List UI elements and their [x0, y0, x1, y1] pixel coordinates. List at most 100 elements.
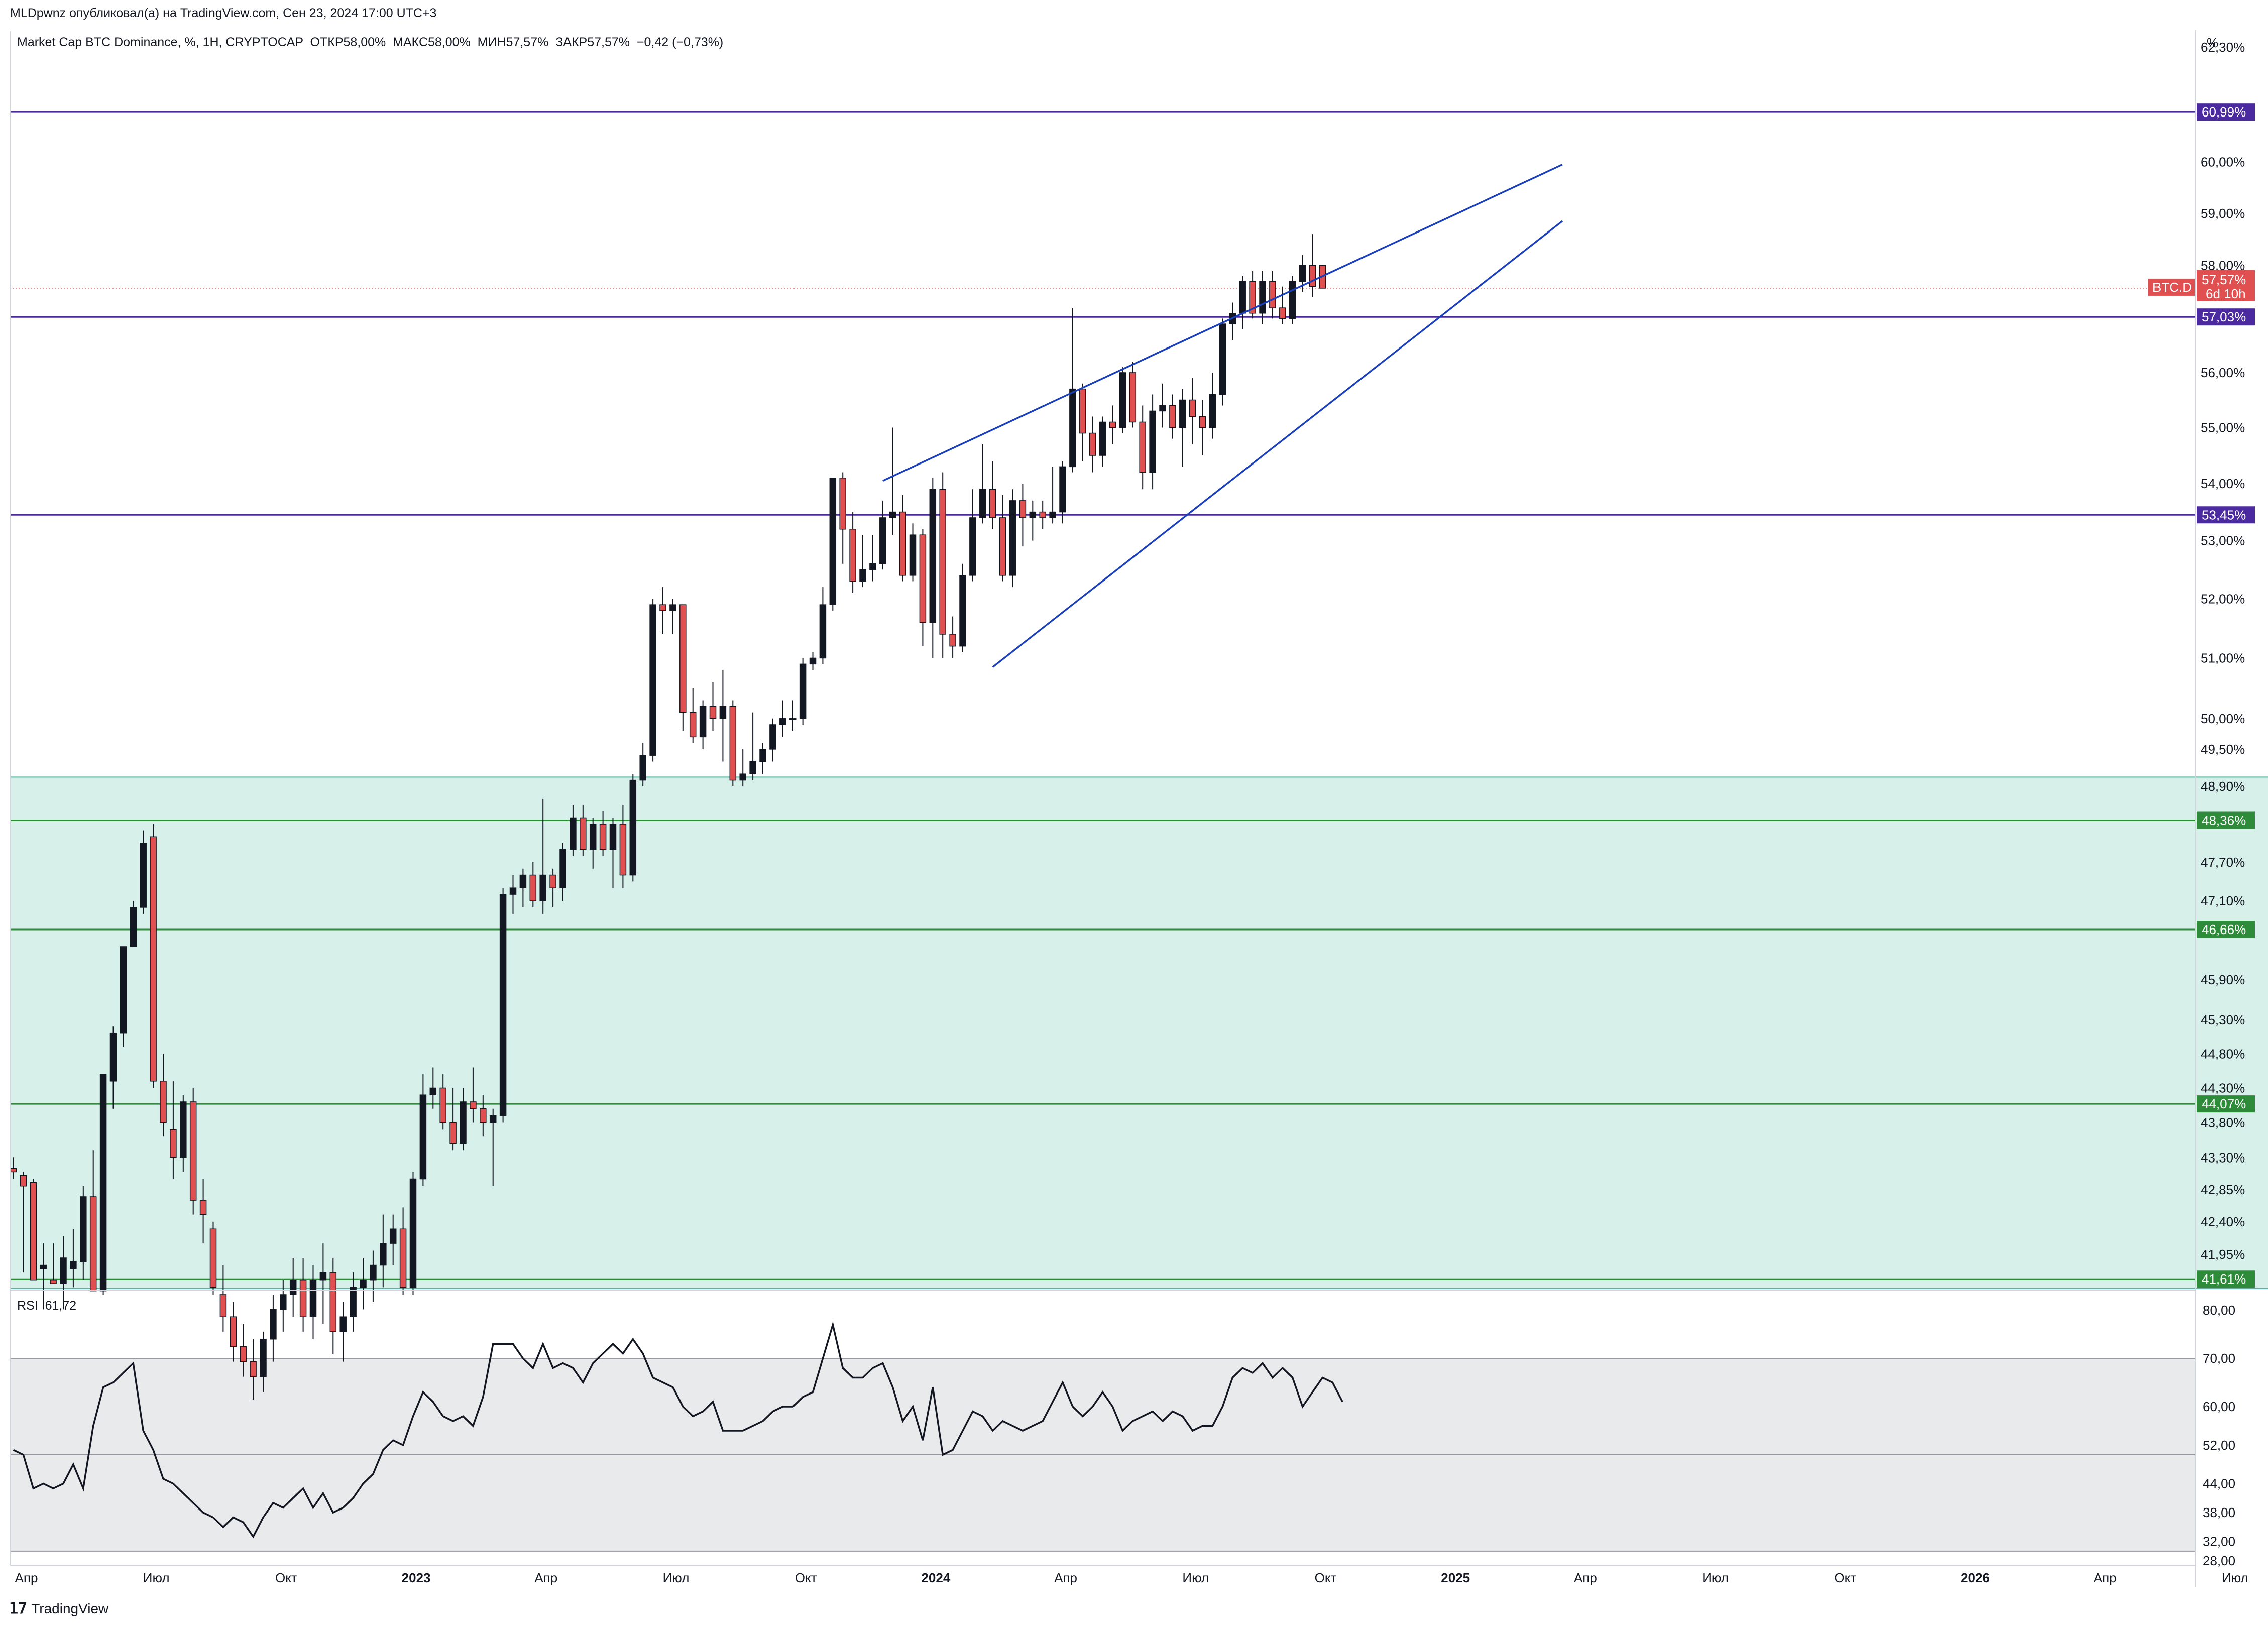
candle-body — [449, 1122, 457, 1144]
candle-body — [999, 517, 1006, 576]
rsi-line — [13, 1321, 1343, 1539]
candle — [989, 461, 996, 529]
price-tick-label: 53,00% — [2201, 533, 2245, 548]
candle-body — [419, 1094, 427, 1180]
candle-body — [919, 534, 927, 623]
candle-body — [549, 874, 556, 888]
candle-body — [140, 843, 147, 908]
candle-body — [849, 528, 856, 582]
rsi-tick-label: 60,00 — [2203, 1399, 2235, 1414]
price-tick-label: 42,85% — [2201, 1182, 2245, 1197]
time-tick-label: Июл — [143, 1570, 170, 1585]
candle — [419, 1074, 427, 1186]
rsi-tick-label: 32,00 — [2203, 1534, 2235, 1549]
candle — [460, 1088, 467, 1151]
candle-body — [1249, 281, 1256, 314]
candle — [70, 1229, 77, 1288]
candle — [699, 700, 707, 749]
candle-body — [230, 1316, 237, 1347]
candle — [160, 1054, 167, 1137]
candle — [1089, 416, 1096, 473]
candle-body — [280, 1294, 287, 1310]
candle-body — [689, 712, 697, 738]
horizontal-levels[interactable] — [10, 111, 2196, 1280]
candle-body — [80, 1196, 87, 1262]
candle-body — [99, 1074, 107, 1292]
price-scale-unit[interactable]: % — [2207, 35, 2219, 50]
rsi-series — [13, 1321, 1343, 1539]
candle — [429, 1067, 437, 1109]
candle — [639, 743, 646, 787]
price-axis[interactable]: 62,30%60,00%59,00%58,00%56,00%55,00%54,0… — [2148, 40, 2255, 1568]
candle-body — [260, 1338, 267, 1377]
candle — [549, 868, 556, 907]
symbol-legend[interactable]: Market Cap BTC Dominance, %, 1H, CRYPTOC… — [17, 35, 724, 49]
wedge-trendlines[interactable] — [882, 164, 1563, 668]
price-tick-label: 47,70% — [2201, 855, 2245, 870]
price-tick-label: 49,50% — [2201, 742, 2245, 757]
candle — [849, 512, 856, 593]
candle-body — [609, 824, 617, 850]
candle — [839, 472, 846, 564]
candle — [1019, 484, 1027, 547]
candle-body — [439, 1087, 446, 1123]
level-badge-label: 44,07% — [2202, 1096, 2246, 1111]
candle — [679, 604, 687, 731]
candle — [749, 712, 756, 780]
candle — [140, 830, 147, 914]
candle-body — [959, 575, 966, 647]
time-axis[interactable]: Апр Июл Окт 2023 Апр Июл Окт 2024 Апр Июл Окт 2025 А… — [15, 1570, 2268, 1585]
candle — [619, 805, 627, 888]
rsi-background — [10, 1358, 2195, 1552]
candle — [439, 1074, 446, 1130]
candle — [519, 868, 527, 907]
candle — [1059, 461, 1066, 524]
candle — [170, 1081, 177, 1179]
candle-body — [1279, 307, 1286, 319]
rsi-tick-label: 80,00 — [2203, 1303, 2235, 1318]
time-tick-label: Окт — [795, 1570, 817, 1585]
tradingview-logo[interactable]: 𝟣𝟩 TradingView — [9, 1600, 108, 1617]
candle — [649, 599, 656, 762]
level-badge — [2197, 308, 2255, 326]
candle-body — [649, 604, 656, 756]
candle-body — [869, 563, 876, 570]
candle — [399, 1207, 407, 1295]
time-tick-label: 2025 — [1441, 1570, 1470, 1585]
price-tick-label: 51,00% — [2201, 650, 2245, 665]
candle-body — [989, 489, 996, 518]
candle — [1169, 394, 1176, 439]
candle-body — [89, 1196, 97, 1292]
rsi-tick-label: 38,00 — [2203, 1505, 2235, 1520]
candle-body — [1009, 500, 1016, 576]
level-badge — [2197, 506, 2255, 524]
candle-body — [180, 1101, 187, 1158]
candle-body — [1179, 399, 1186, 428]
candle-body — [809, 657, 817, 665]
candle — [889, 427, 896, 535]
candle — [1129, 362, 1137, 428]
candle — [270, 1295, 277, 1362]
candle-body — [1209, 394, 1216, 428]
candle-body — [1199, 416, 1206, 428]
price-tick-label: 52,00% — [2201, 591, 2245, 606]
candle — [99, 1074, 107, 1295]
candle — [370, 1250, 377, 1302]
rsi-legend[interactable]: RSI 61,72 — [17, 1299, 77, 1313]
candle — [1149, 394, 1156, 490]
candle-body — [639, 755, 646, 781]
time-tick-label: 2024 — [921, 1570, 950, 1585]
candle-body — [299, 1279, 307, 1317]
candle — [759, 743, 766, 774]
candle-body — [1119, 372, 1126, 428]
candle-body — [1289, 281, 1296, 319]
candle-body — [1299, 265, 1306, 282]
candle-body — [709, 706, 717, 719]
candle — [659, 587, 666, 634]
candle — [629, 774, 637, 882]
candle-body — [1159, 405, 1166, 412]
candle-body — [339, 1316, 347, 1332]
candle — [1209, 372, 1216, 439]
level-badge — [2197, 1270, 2255, 1288]
